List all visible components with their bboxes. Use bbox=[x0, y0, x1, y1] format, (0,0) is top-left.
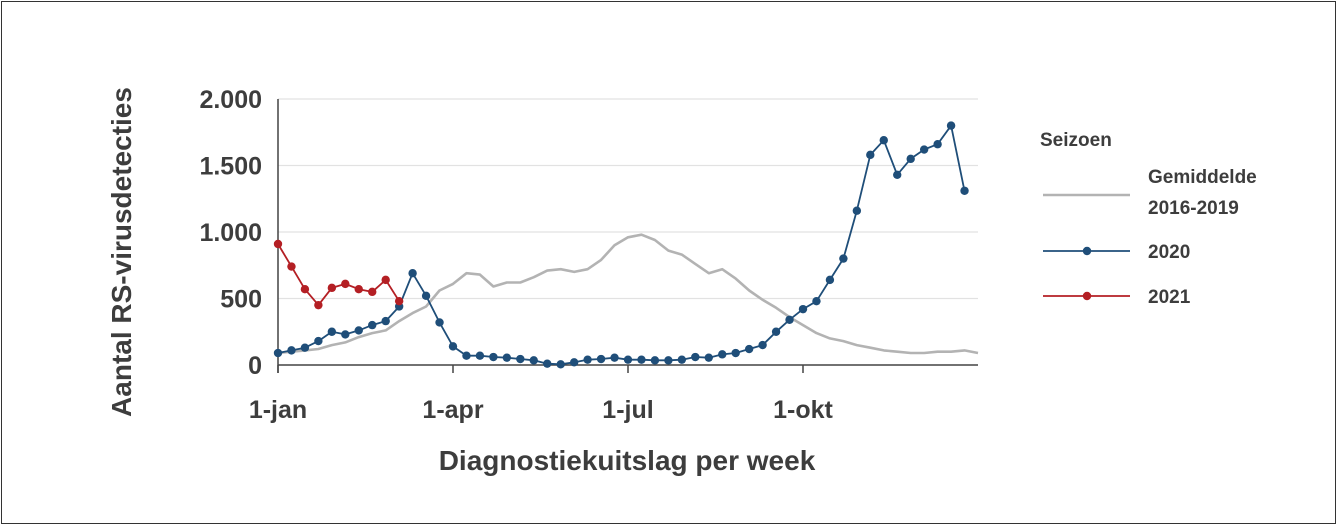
series-2021-point bbox=[368, 287, 377, 297]
series-2020-point bbox=[610, 353, 619, 362]
series-2020-point bbox=[691, 352, 700, 362]
series-2020-point bbox=[596, 354, 606, 364]
series-2020-point bbox=[704, 353, 713, 362]
y-tick-label: 1.500 bbox=[199, 153, 262, 181]
series-2020-point bbox=[731, 348, 740, 358]
series-2021-line bbox=[277, 243, 400, 306]
series-2020-point bbox=[812, 296, 821, 306]
series-2021-point bbox=[300, 284, 310, 294]
series-2020 bbox=[273, 121, 969, 369]
series-2020-point bbox=[421, 291, 431, 301]
series-2020-point bbox=[637, 355, 646, 364]
series-2020-point bbox=[287, 346, 296, 355]
y-tick-label: 500 bbox=[220, 286, 262, 314]
legend-gemiddelde-2016-2019-label: Gemiddelde bbox=[1148, 167, 1257, 188]
series-2020-point bbox=[529, 356, 538, 365]
series-2020-point bbox=[839, 254, 848, 263]
series-2020-point bbox=[435, 318, 444, 327]
y-axis-title: Aantal RS-virusdetecties bbox=[106, 87, 137, 417]
series-2020-point bbox=[866, 150, 875, 160]
x-axis-title: Diagnostiekuitslag per week bbox=[439, 445, 816, 476]
series-2020-point bbox=[368, 320, 377, 330]
series-2021-point bbox=[341, 279, 350, 289]
series-2020-point bbox=[771, 327, 781, 336]
series-2020-point bbox=[933, 140, 942, 149]
legend-gemiddelde-2016-2019-label: 2016-2019 bbox=[1148, 198, 1239, 219]
legend-title: Seizoen bbox=[1040, 130, 1112, 151]
series-2020-point bbox=[893, 170, 902, 180]
series-2021-point bbox=[327, 283, 337, 293]
series-2020-point bbox=[664, 356, 673, 365]
y-tick-label: 1.000 bbox=[199, 219, 262, 247]
series-2020-point bbox=[798, 304, 808, 314]
legend-2020-label: 2020 bbox=[1148, 242, 1190, 263]
series-2020-point bbox=[744, 344, 754, 354]
series-2021-point bbox=[394, 296, 404, 306]
series-2020-point bbox=[448, 342, 458, 351]
series-2020-point bbox=[677, 355, 687, 364]
series-2020-point bbox=[650, 356, 660, 365]
y-tick-label: 2.000 bbox=[199, 86, 262, 114]
series-2020-point bbox=[516, 354, 525, 364]
axes bbox=[277, 99, 978, 373]
y-tick-labels: 0 500 1.000 1.500 2.000 bbox=[199, 86, 262, 380]
series-2020-point bbox=[852, 206, 862, 215]
series-2020-point bbox=[758, 340, 767, 350]
series-2020-point bbox=[475, 351, 485, 360]
series-2020-point bbox=[327, 327, 337, 336]
x-tick-labels: 1-jan 1-apr 1-jul 1-okt bbox=[249, 396, 834, 424]
legend-2021-marker bbox=[1082, 291, 1092, 301]
series-2020-point bbox=[314, 336, 323, 346]
series-2021-point bbox=[354, 284, 363, 294]
series-2020-point bbox=[502, 353, 512, 362]
series-2020-point bbox=[623, 355, 633, 364]
x-tick-label: 1-apr bbox=[422, 396, 483, 424]
legend: Seizoen Gemiddelde 2016-2019 2020 2021 bbox=[1040, 130, 1257, 308]
series-2020-point bbox=[273, 348, 283, 358]
series-group bbox=[273, 121, 979, 369]
series-gemiddelde-2016-2019 bbox=[277, 233, 979, 355]
x-tick-label: 1-jan bbox=[249, 396, 307, 424]
series-2020-point bbox=[718, 350, 727, 359]
y-tick-label: 0 bbox=[248, 352, 262, 380]
series-2020-point bbox=[946, 121, 956, 130]
series-2020-point bbox=[906, 154, 915, 164]
legend-2020-marker bbox=[1082, 246, 1092, 256]
series-2020-point bbox=[569, 358, 579, 367]
series-2021-point bbox=[381, 275, 390, 285]
series-2020-point bbox=[408, 269, 417, 278]
series-2020-point bbox=[354, 326, 363, 335]
gridlines bbox=[278, 98, 978, 300]
series-2020-point bbox=[785, 315, 794, 324]
series-2020-point bbox=[543, 359, 552, 368]
series-2020-point bbox=[462, 351, 471, 360]
series-2020-point bbox=[556, 360, 565, 369]
series-2021-point bbox=[273, 239, 283, 249]
series-2021-point bbox=[287, 262, 296, 271]
series-2020-point bbox=[300, 343, 310, 352]
series-2020-point bbox=[879, 136, 888, 145]
x-tick-label: 1-okt bbox=[773, 396, 833, 424]
series-2021 bbox=[273, 239, 404, 310]
x-tick-label: 1-jul bbox=[602, 396, 653, 424]
series-2020-point bbox=[489, 352, 498, 362]
series-2020-point bbox=[381, 316, 390, 326]
series-2020-line bbox=[277, 124, 966, 366]
series-2021-point bbox=[314, 300, 323, 310]
series-2020-point bbox=[960, 186, 969, 195]
series-2020-point bbox=[341, 330, 350, 339]
series-2020-point bbox=[919, 145, 929, 154]
series-2020-point bbox=[583, 355, 592, 364]
legend-2021-label: 2021 bbox=[1148, 287, 1191, 308]
series-gemiddelde-2016-2019-line bbox=[277, 233, 979, 355]
series-2020-point bbox=[825, 275, 835, 285]
